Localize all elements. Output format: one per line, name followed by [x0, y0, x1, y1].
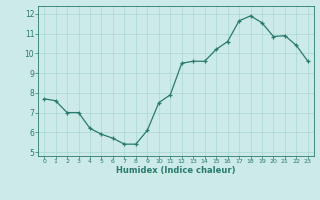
X-axis label: Humidex (Indice chaleur): Humidex (Indice chaleur) [116, 166, 236, 175]
